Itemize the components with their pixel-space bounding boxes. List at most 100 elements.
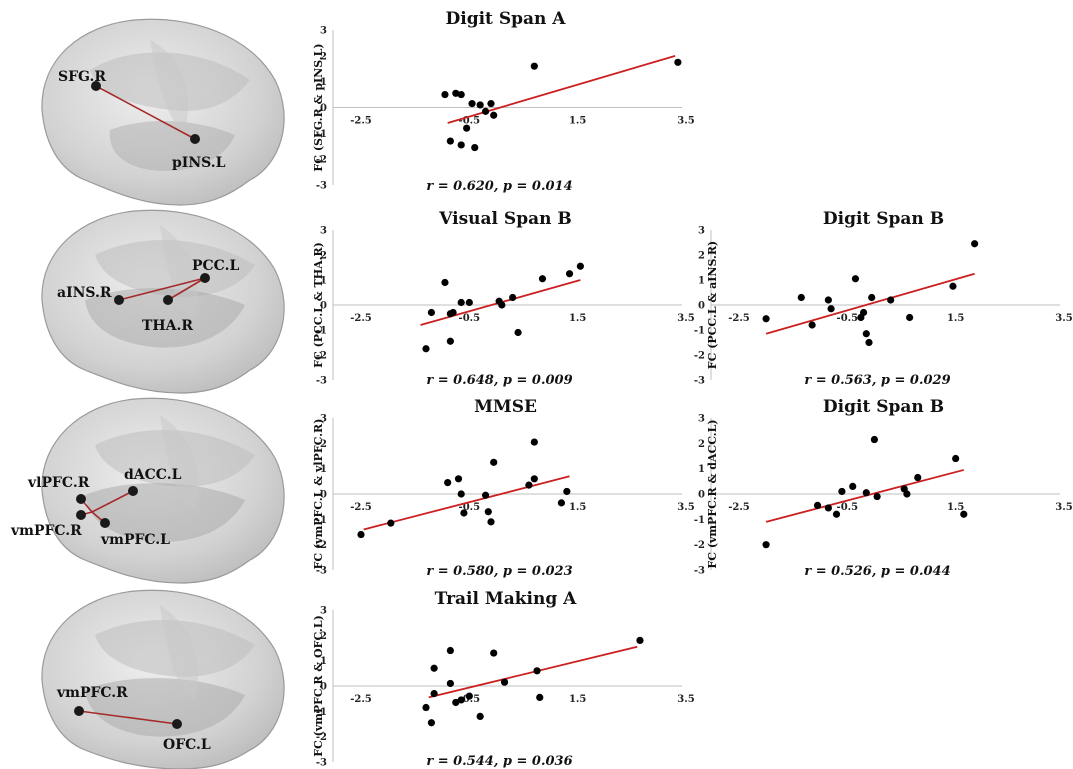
data-point (762, 315, 770, 323)
y-tick-label: 2 (320, 631, 327, 642)
region-label: PCC.L (192, 258, 239, 274)
brain-gyrus (150, 40, 189, 130)
data-point (487, 100, 495, 108)
y-tick-label: -2 (316, 351, 327, 362)
data-point (949, 282, 957, 290)
data-point (762, 541, 770, 549)
data-point (471, 143, 479, 152)
region-node-pcc-l (200, 273, 210, 283)
brain-gyrus (85, 483, 245, 542)
y-tick-label: 1 (320, 276, 327, 287)
region-label: SFG.R (58, 69, 106, 85)
y-tick-label: 1 (320, 77, 327, 88)
region-node-dacc-l (128, 486, 138, 496)
data-point (857, 313, 865, 322)
data-point (476, 712, 484, 721)
brain-gyrus (160, 605, 199, 700)
y-tick-label: -3 (316, 376, 327, 387)
region-node-ains-r (114, 295, 124, 305)
data-point (468, 100, 476, 108)
trend-line (765, 272, 975, 335)
data-point (674, 58, 682, 66)
data-point (465, 692, 473, 700)
data-point (430, 690, 438, 698)
y-tick-label: -1 (316, 129, 327, 140)
data-point (476, 101, 484, 109)
connection-edge (78, 710, 178, 725)
data-point (530, 62, 538, 70)
x-tick-label: 1.5 (569, 502, 586, 513)
data-point (813, 501, 822, 509)
y-tick-label: 2 (320, 439, 327, 450)
panel-title: Digit Span B (823, 397, 944, 417)
trend-line (447, 54, 676, 124)
stat-annotation: r = 0.580, p = 0.023 (426, 564, 572, 579)
y-tick-label: 3 (698, 226, 705, 237)
data-point (427, 719, 436, 727)
y-tick-label: 2 (698, 251, 705, 262)
y-tick-label: 1 (320, 656, 327, 667)
y-tick-label: -1 (316, 707, 327, 718)
y-axis-label: FC (PCC.L & THA.R) (312, 242, 325, 368)
x-tick-label: -2.5 (350, 313, 372, 324)
y-tick-label: -3 (316, 758, 327, 769)
brain-outline (41, 18, 285, 206)
x-tick-label: 1.5 (947, 313, 964, 324)
y-tick-label: 1 (698, 464, 705, 475)
region-label: pINS.L (172, 155, 226, 171)
y-tick-label: 0 (320, 103, 327, 114)
data-point (427, 308, 436, 317)
y-tick-label: -2 (694, 540, 705, 551)
y-tick-label: 1 (320, 464, 327, 475)
x-tick-label: -2.5 (350, 694, 372, 705)
panel-title: MMSE (474, 397, 537, 417)
panel-title: Digit Span A (446, 9, 567, 29)
y-tick-label: 0 (320, 682, 327, 693)
brain-panel-2: PCC.L aINS.R THA.R (41, 209, 285, 394)
data-point (903, 490, 911, 498)
y-tick-label: 3 (320, 26, 327, 37)
data-point (827, 305, 835, 313)
x-tick-label: -0.5 (837, 502, 859, 513)
connection-edge (167, 277, 206, 301)
x-tick-label: 1.5 (569, 116, 586, 127)
data-point (457, 141, 465, 149)
brain-gyrus (109, 120, 235, 171)
x-tick-label: 1.5 (569, 313, 586, 324)
connection-edge (95, 85, 196, 140)
data-point (490, 649, 498, 657)
data-point (960, 510, 968, 518)
x-tick-label: 1.5 (947, 502, 964, 513)
data-point (481, 107, 490, 115)
data-point (824, 296, 832, 304)
y-axis-label: FC (vmPFC.R & OFC.L) (312, 615, 325, 757)
stat-annotation: r = 0.526, p = 0.044 (804, 564, 950, 579)
region-node-vmpfc-r (74, 706, 84, 716)
y-tick-label: -1 (316, 326, 327, 337)
y-tick-label: 2 (698, 439, 705, 450)
region-node-ofc-l (172, 719, 182, 729)
data-point (530, 475, 538, 483)
data-point (422, 345, 430, 353)
data-point (952, 454, 960, 463)
x-tick-label: 3.5 (1055, 502, 1072, 513)
y-tick-label: -1 (694, 326, 705, 337)
y-tick-label: 1 (698, 276, 705, 287)
y-axis-label: FC (vmPFC.L & vlPFC.R) (312, 419, 325, 570)
data-point (457, 490, 465, 498)
y-tick-label: 2 (320, 51, 327, 62)
data-point (914, 473, 922, 482)
scatter-panel-4: -3 -2 -1 0 1 2 3 -2.5 -0.5 1.5 3.5 MMSE FC (vmPFC.L … (312, 397, 695, 579)
y-tick-label: -2 (316, 155, 327, 166)
region-label: vlPFC.R (27, 475, 90, 491)
scatter-panel-1: -3 -2 -1 0 1 2 3 -2.5 -0.5 1.5 3.5 Digit Span A FC (… (312, 9, 695, 194)
y-tick-label: -3 (694, 376, 705, 387)
data-point (500, 678, 509, 686)
region-node-vlpfc-r (76, 494, 86, 504)
data-point (536, 693, 544, 702)
x-tick-label: -0.5 (459, 313, 481, 324)
x-tick-label: -2.5 (728, 502, 750, 513)
data-point (449, 308, 457, 317)
